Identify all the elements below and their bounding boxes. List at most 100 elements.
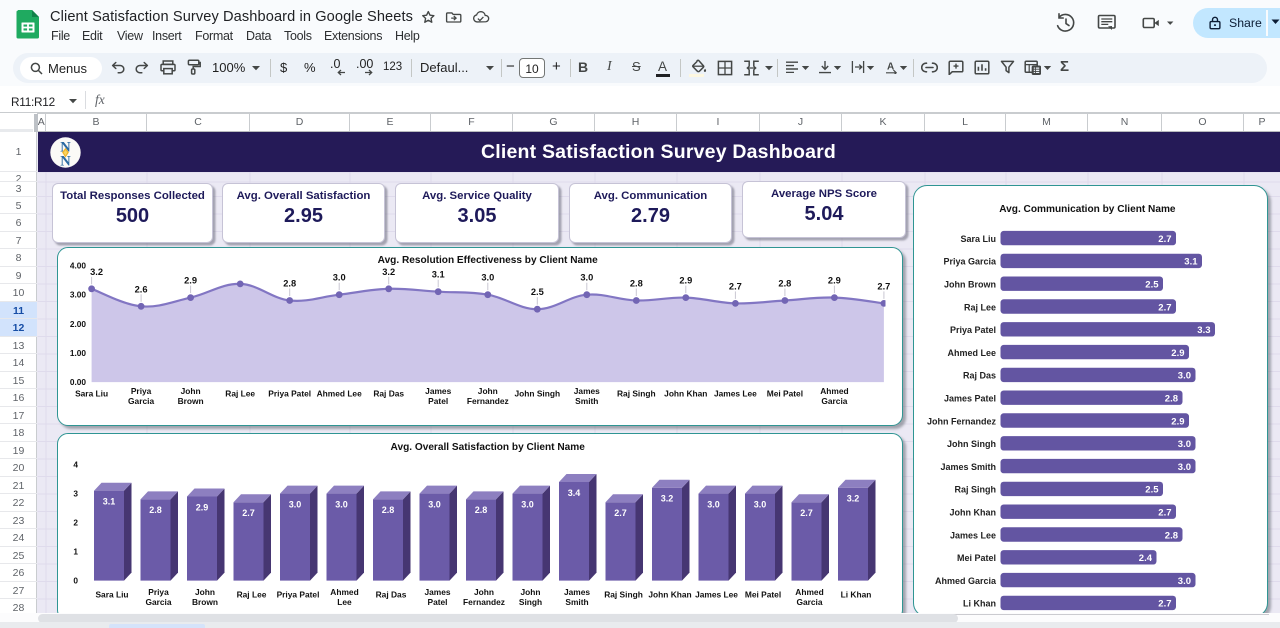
svg-text:Ahmed Lee: Ahmed Lee	[947, 348, 996, 358]
svg-text:3.0: 3.0	[289, 499, 302, 509]
svg-text:James Smith: James Smith	[940, 462, 996, 472]
svg-text:2: 2	[73, 518, 78, 528]
svg-text:2.7: 2.7	[1158, 302, 1171, 313]
svg-text:James Patel: James Patel	[944, 394, 996, 404]
svg-text:John: John	[520, 587, 540, 597]
svg-text:3.2: 3.2	[90, 267, 103, 277]
svg-text:2.00: 2.00	[70, 319, 87, 329]
svg-text:N: N	[60, 140, 71, 156]
svg-text:John Khan: John Khan	[664, 389, 707, 399]
svg-text:James: James	[425, 386, 451, 396]
svg-text:2.7: 2.7	[242, 508, 255, 518]
svg-text:John: John	[181, 386, 201, 396]
svg-text:2.7: 2.7	[614, 508, 627, 518]
svg-text:2.7: 2.7	[729, 281, 742, 291]
svg-text:2.9: 2.9	[196, 502, 209, 512]
svg-text:3.0: 3.0	[428, 499, 441, 509]
svg-text:Fernandez: Fernandez	[467, 396, 509, 406]
svg-text:3.0: 3.0	[1178, 462, 1191, 473]
svg-text:John Singh: John Singh	[947, 439, 996, 449]
svg-text:Smith: Smith	[575, 396, 598, 406]
svg-text:2.8: 2.8	[149, 505, 162, 515]
svg-text:James Lee: James Lee	[714, 389, 757, 399]
svg-text:Garcia: Garcia	[145, 597, 171, 607]
svg-text:Priya: Priya	[148, 587, 169, 597]
svg-text:John Singh: John Singh	[515, 389, 561, 399]
svg-text:Raj Singh: Raj Singh	[617, 389, 656, 399]
svg-text:Li Khan: Li Khan	[963, 599, 996, 609]
svg-text:4: 4	[73, 460, 78, 470]
svg-text:Ahmed Garcia: Ahmed Garcia	[935, 576, 997, 586]
svg-text:2.4: 2.4	[1139, 553, 1153, 564]
svg-text:Priya Patel: Priya Patel	[277, 590, 320, 600]
svg-text:3.0: 3.0	[580, 273, 593, 283]
svg-text:3.2: 3.2	[382, 267, 395, 277]
svg-text:1.00: 1.00	[70, 348, 87, 358]
svg-text:3.3: 3.3	[1197, 325, 1210, 336]
svg-text:3.2: 3.2	[847, 494, 860, 504]
svg-text:2.5: 2.5	[1145, 280, 1159, 291]
svg-text:Ahmed: Ahmed	[820, 386, 848, 396]
svg-text:Ahmed: Ahmed	[330, 587, 358, 597]
svg-text:2.9: 2.9	[1171, 416, 1184, 427]
svg-text:2.8: 2.8	[630, 279, 643, 289]
svg-text:Garcia: Garcia	[821, 396, 847, 406]
svg-text:2.8: 2.8	[778, 279, 791, 289]
svg-text:3.0: 3.0	[335, 499, 348, 509]
svg-text:2.8: 2.8	[475, 505, 488, 515]
svg-text:John: John	[195, 587, 215, 597]
svg-text:0: 0	[73, 576, 78, 586]
svg-text:2.8: 2.8	[1165, 394, 1178, 405]
svg-text:James Lee: James Lee	[950, 530, 996, 540]
svg-text:Patel: Patel	[428, 396, 448, 406]
svg-text:Ahmed: Ahmed	[795, 587, 823, 597]
svg-text:Brown: Brown	[178, 396, 204, 406]
svg-text:0.00: 0.00	[70, 377, 87, 387]
svg-text:Raj Singh: Raj Singh	[604, 590, 643, 600]
svg-text:3.0: 3.0	[707, 499, 720, 509]
svg-text:Avg. Communication by Client N: Avg. Communication by Client Name	[999, 204, 1176, 215]
svg-text:Li Khan: Li Khan	[841, 590, 872, 600]
svg-text:2.9: 2.9	[184, 276, 197, 286]
svg-text:3.1: 3.1	[103, 497, 116, 507]
svg-text:2.8: 2.8	[1165, 530, 1178, 541]
svg-text:Priya: Priya	[131, 386, 152, 396]
svg-text:3.1: 3.1	[432, 270, 445, 280]
svg-text:John Brown: John Brown	[944, 280, 996, 290]
svg-text:4.00: 4.00	[70, 261, 87, 271]
svg-text:Raj Singh: Raj Singh	[954, 485, 996, 495]
svg-text:3.2: 3.2	[661, 494, 674, 504]
svg-text:2.8: 2.8	[283, 279, 296, 289]
svg-text:2.5: 2.5	[1145, 485, 1159, 496]
svg-text:3.1: 3.1	[1184, 257, 1198, 268]
svg-text:3.0: 3.0	[754, 499, 767, 509]
svg-text:3.0: 3.0	[1178, 371, 1191, 382]
svg-text:3.0: 3.0	[1178, 576, 1191, 587]
svg-text:Fernandez: Fernandez	[463, 597, 505, 607]
svg-text:Sara Liu: Sara Liu	[75, 389, 108, 399]
svg-text:Raj Lee: Raj Lee	[225, 389, 255, 399]
svg-text:2.9: 2.9	[679, 276, 692, 286]
svg-text:Mei Patel: Mei Patel	[767, 389, 803, 399]
svg-text:3.00: 3.00	[70, 290, 87, 300]
svg-text:2.5: 2.5	[531, 287, 544, 297]
svg-text:Smith: Smith	[565, 597, 588, 607]
svg-text:2.9: 2.9	[1171, 348, 1184, 359]
svg-text:A: A	[887, 62, 894, 73]
svg-text:Raj Das: Raj Das	[376, 590, 407, 600]
svg-text:2.9: 2.9	[828, 276, 841, 286]
svg-text:2.7: 2.7	[1158, 234, 1171, 245]
svg-text:2.7: 2.7	[1158, 508, 1171, 519]
svg-text:Raj Das: Raj Das	[963, 371, 996, 381]
svg-text:James Lee: James Lee	[695, 590, 738, 600]
svg-text:N: N	[60, 154, 71, 168]
svg-text:Mei Patel: Mei Patel	[957, 553, 996, 563]
svg-text:John Fernandez: John Fernandez	[927, 416, 997, 426]
svg-text:Singh: Singh	[519, 597, 542, 607]
svg-text:2.7: 2.7	[800, 508, 813, 518]
svg-text:Garcia: Garcia	[128, 396, 154, 406]
svg-text:John: John	[474, 587, 494, 597]
svg-text:Garcia: Garcia	[796, 597, 822, 607]
svg-text:2.6: 2.6	[135, 284, 148, 294]
svg-text:3.0: 3.0	[521, 499, 534, 509]
